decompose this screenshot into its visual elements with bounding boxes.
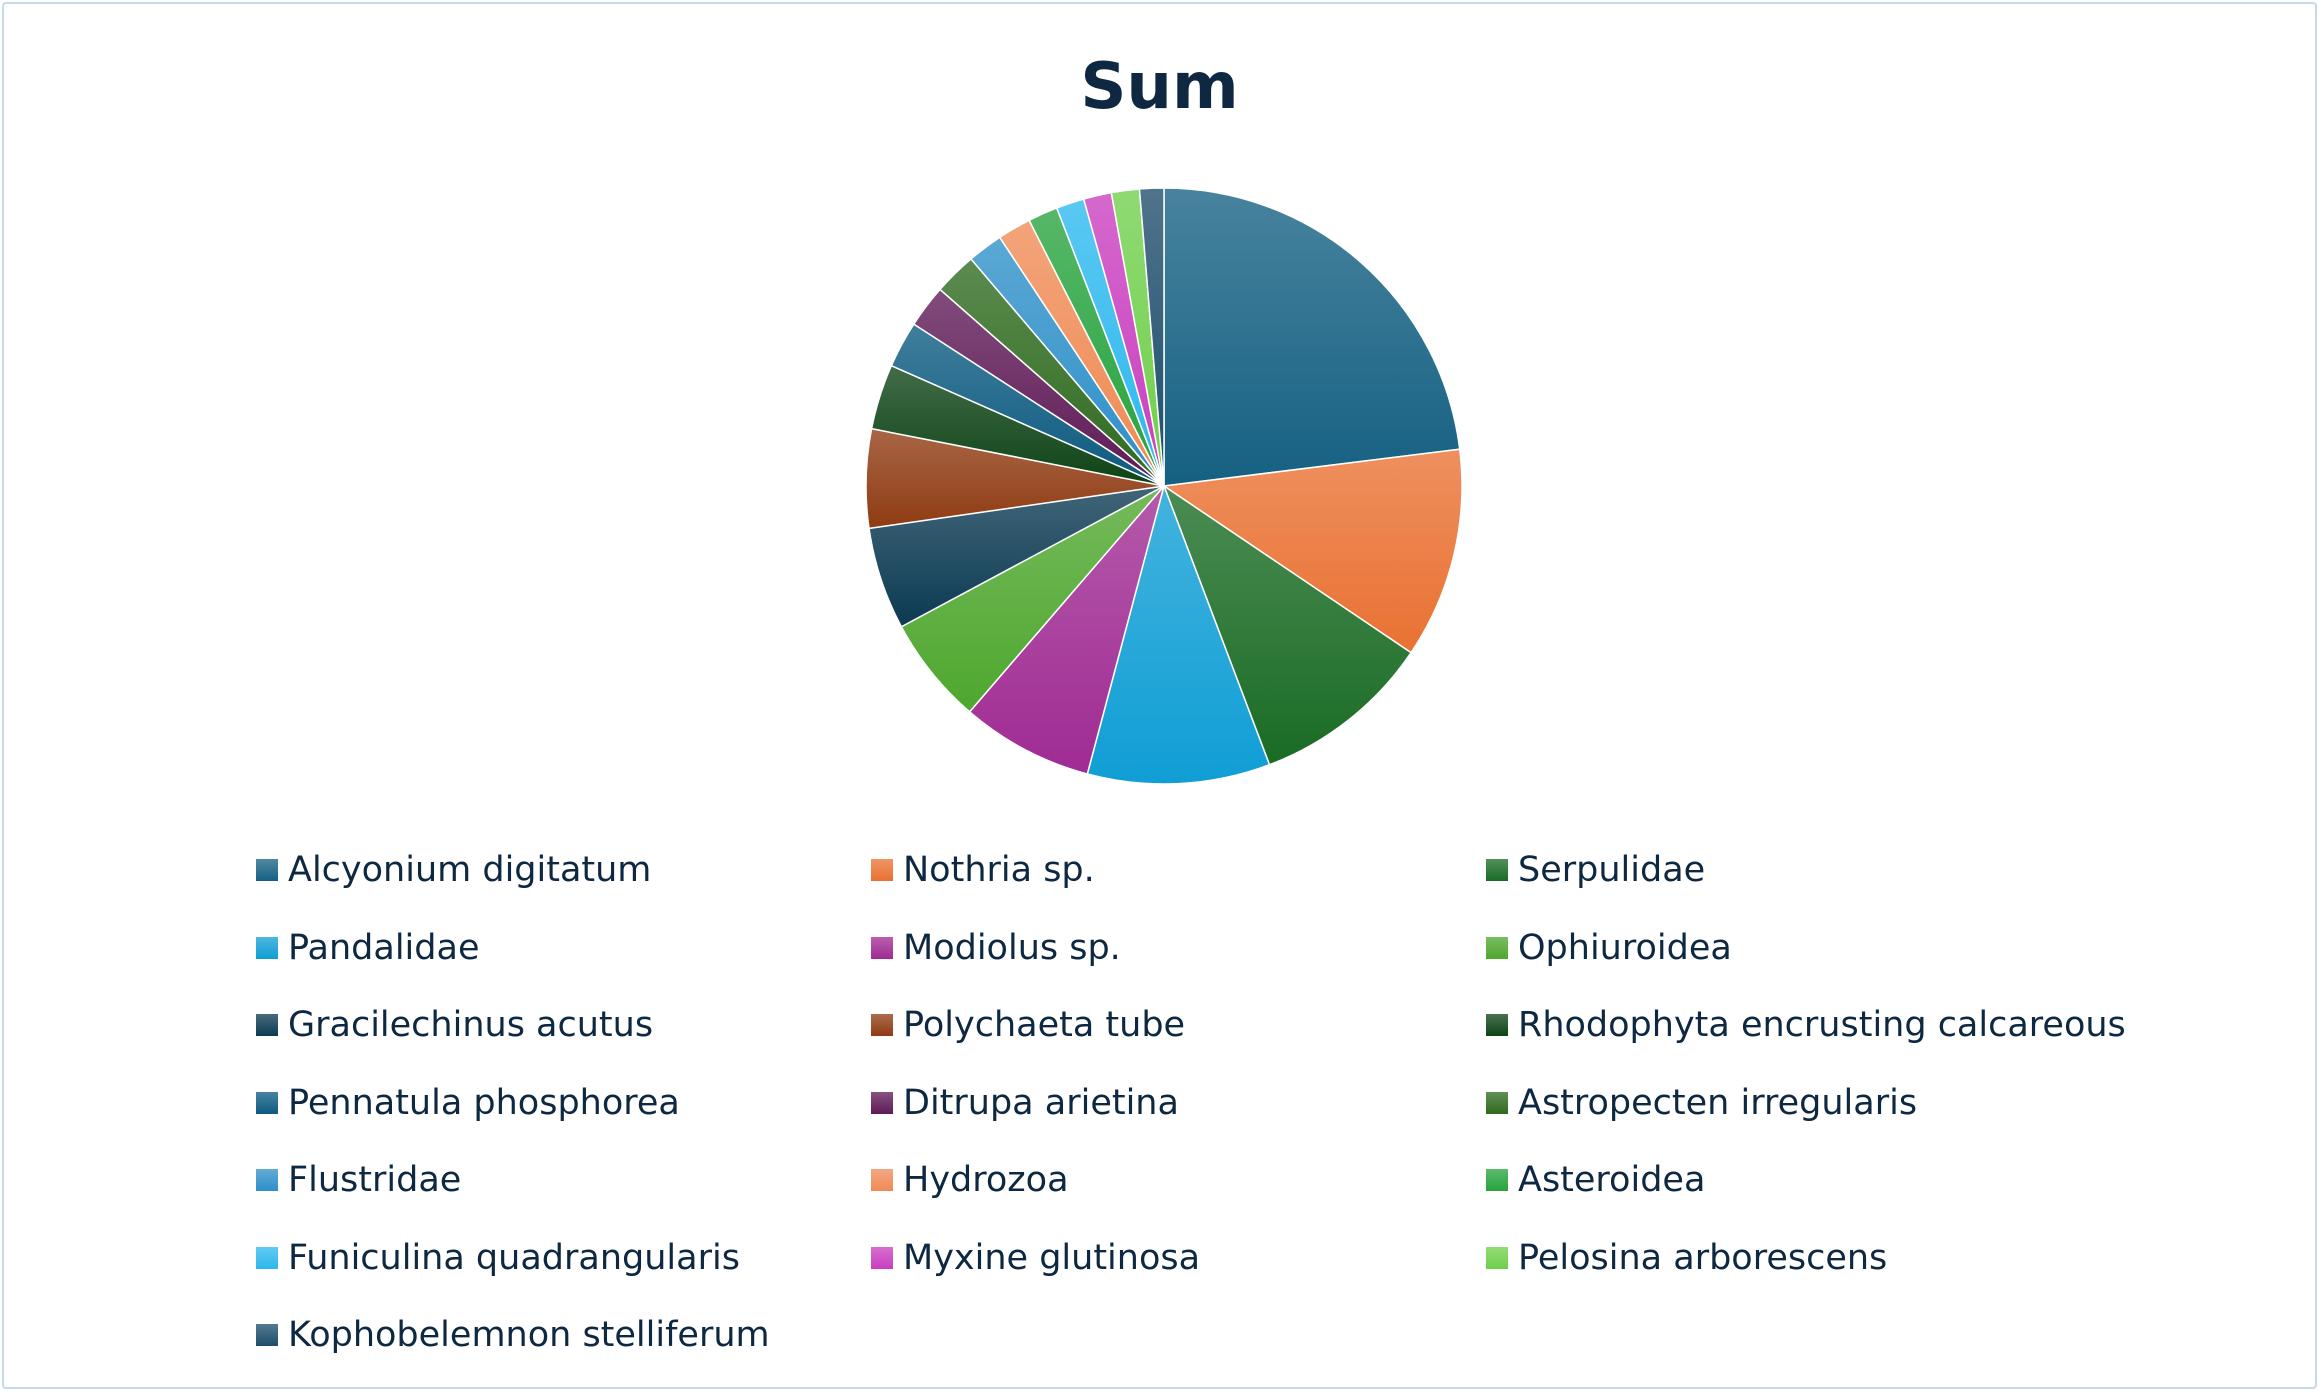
legend-label: Astropecten irregularis (1518, 1082, 1918, 1123)
legend-item: Gracilechinus acutus (256, 999, 653, 1051)
pie-slice-kophobelemnon-stelliferum (1138, 187, 1165, 487)
legend-item: Hydrozoa (871, 1154, 1069, 1206)
legend-label: Pandalidae (288, 927, 480, 968)
legend-label: Pennatula phosphorea (288, 1082, 680, 1123)
legend-swatch (256, 1169, 278, 1191)
legend-item: Kophobelemnon stelliferum (256, 1309, 770, 1361)
legend-swatch (256, 1246, 278, 1269)
legend-label: Funiculina quadrangularis (288, 1237, 740, 1278)
legend-swatch (871, 859, 893, 881)
legend-item: Modiolus sp. (871, 922, 1121, 974)
legend-item: Alcyonium digitatum (256, 844, 651, 896)
legend-item: Rhodophyta encrusting calcareous (1486, 999, 2126, 1051)
legend-item: Serpulidae (1486, 844, 1705, 896)
legend-label: Asteroidea (1518, 1160, 1706, 1200)
legend-swatch (1486, 1169, 1508, 1191)
legend-label: Alcyonium digitatum (288, 850, 652, 890)
legend-label: Pelosina arborescens (1518, 1237, 1888, 1278)
legend-item: Nothria sp. (871, 844, 1095, 896)
legend-item: Ditrupa arietina (871, 1077, 1179, 1129)
pie-slice-alcyonium-digitatum (1163, 187, 1461, 487)
legend-item: Polychaeta tube (871, 999, 1185, 1051)
legend-label: Modiolus sp. (903, 927, 1121, 968)
legend-swatch (256, 1014, 278, 1036)
legend-swatch (871, 1246, 893, 1269)
legend-swatch (871, 1091, 893, 1114)
legend-swatch (1486, 936, 1508, 959)
legend-label: Hydrozoa (903, 1160, 1069, 1200)
pie-slice-pandalidae (1086, 483, 1271, 785)
legend-label: Kophobelemnon stelliferum (288, 1315, 770, 1355)
legend-label: Ditrupa arietina (903, 1082, 1179, 1123)
legend-label: Ophiuroidea (1518, 927, 1732, 968)
legend-item: Pandalidae (256, 922, 479, 974)
legend-label: Gracilechinus acutus (288, 1005, 654, 1045)
legend-swatch (871, 1014, 893, 1036)
legend-swatch (1486, 1014, 1508, 1036)
legend-label: Flustridae (288, 1160, 462, 1200)
legend-swatch (1486, 1246, 1508, 1269)
legend-label: Rhodophyta encrusting calcareous (1518, 1005, 2126, 1045)
chart-title: Sum (1080, 50, 1239, 124)
legend-item: Pelosina arborescens (1486, 1232, 1887, 1284)
legend-item: Asteroidea (1486, 1154, 1705, 1206)
legend-label: Polychaeta tube (903, 1005, 1186, 1045)
legend-item: Pennatula phosphorea (256, 1077, 680, 1129)
legend-label: Myxine glutinosa (903, 1237, 1201, 1278)
legend-item: Flustridae (256, 1154, 461, 1206)
legend-item: Funiculina quadrangularis (256, 1232, 740, 1284)
pie-slice-serpulidae (1162, 484, 1413, 766)
legend-swatch (1486, 859, 1508, 881)
legend-swatch (256, 1324, 278, 1346)
chart-legend: Alcyonium digitatum Nothria sp. Serpulidae… (256, 844, 2156, 1355)
pie-chart (865, 187, 1463, 785)
legend-swatch (256, 1091, 278, 1114)
pie-slice-modiolus-sp (968, 485, 1165, 775)
legend-item: Myxine glutinosa (871, 1232, 1200, 1284)
legend-item: Astropecten irregularis (1486, 1077, 1917, 1129)
legend-swatch (871, 1169, 893, 1191)
legend-label: Nothria sp. (903, 850, 1095, 890)
pie-slice-nothria-sp (1161, 448, 1463, 654)
legend-swatch (871, 936, 893, 959)
legend-swatch (256, 936, 278, 959)
legend-item: Ophiuroidea (1486, 922, 1732, 974)
legend-swatch (256, 859, 278, 881)
legend-label: Serpulidae (1518, 850, 1706, 890)
legend-swatch (1486, 1091, 1508, 1114)
